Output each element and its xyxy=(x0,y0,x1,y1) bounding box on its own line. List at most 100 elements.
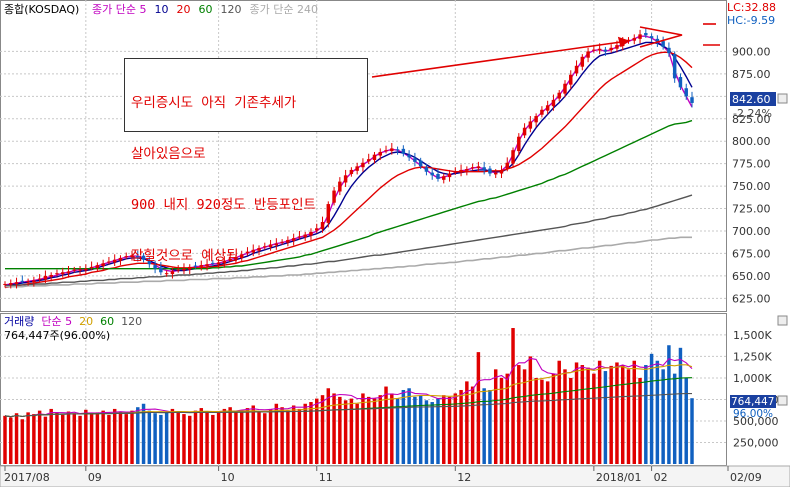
candle-body xyxy=(222,260,227,264)
volume-bar xyxy=(690,398,694,464)
candle-body xyxy=(89,266,94,268)
candle-body xyxy=(597,48,602,51)
volume-bar xyxy=(55,412,59,464)
candle-body xyxy=(182,268,186,271)
price-tick-label: 725.00 xyxy=(732,203,771,216)
candle-body xyxy=(436,173,440,179)
candle-body xyxy=(488,168,492,174)
volume-bar xyxy=(147,410,152,464)
candle-body xyxy=(338,181,342,192)
candle-body xyxy=(216,262,221,265)
legend-entry: 120 xyxy=(220,3,241,16)
volume-bar xyxy=(661,369,665,464)
price-axis-labels: 625.00 650.00 675.00 700.00 725.00 750.00 775.… xyxy=(732,45,771,305)
candle-body xyxy=(667,47,671,54)
volume-bar xyxy=(424,400,429,464)
volume-bar xyxy=(32,414,36,464)
volume-bar xyxy=(655,360,660,464)
price-tick-label: 700.00 xyxy=(732,225,771,238)
volume-bar xyxy=(193,410,198,464)
candle-body xyxy=(361,162,365,168)
candle-body xyxy=(453,171,458,173)
candle-body xyxy=(413,158,417,162)
candle-body xyxy=(66,271,71,274)
candle-body xyxy=(49,274,53,277)
volume-bar xyxy=(234,412,238,464)
change-pct: -2.24% xyxy=(733,107,772,120)
candle-body xyxy=(684,88,688,97)
volume-bar xyxy=(326,388,331,464)
volume-bar xyxy=(268,408,273,464)
volume-bar xyxy=(499,377,504,464)
candle-body xyxy=(14,282,19,284)
candle-body xyxy=(332,190,336,203)
candle-body xyxy=(60,272,65,275)
candle-body xyxy=(136,256,140,258)
volume-panel-menu-2[interactable] xyxy=(777,395,788,406)
candle-body xyxy=(268,244,273,248)
ma-line xyxy=(5,119,693,270)
candle-body xyxy=(511,150,515,164)
volume-bar xyxy=(540,379,544,464)
price-panel-menu[interactable] xyxy=(777,93,788,104)
volume-bar xyxy=(315,398,319,464)
volume-tick-label: 250,000 xyxy=(733,436,779,449)
legend-entry: 단순 5 xyxy=(41,315,72,328)
lc-label: LC:32.88 xyxy=(727,1,776,14)
candle-body xyxy=(228,258,232,260)
volume-bar xyxy=(395,398,400,464)
legend-entry: 10 xyxy=(154,3,168,16)
candle-body xyxy=(26,281,30,283)
annotation-line: 900 내지 920정도 반등포인트 xyxy=(131,197,316,213)
volume-bar xyxy=(505,373,509,464)
price-tick-label: 625.00 xyxy=(732,292,771,305)
volume-ma-line xyxy=(4,393,692,418)
candle-body xyxy=(430,172,434,176)
current-volume-pct: 96.00% xyxy=(733,408,773,420)
candle-body xyxy=(291,238,296,241)
candle-body xyxy=(37,278,42,280)
candle-body xyxy=(442,176,446,180)
volume-bar xyxy=(297,408,302,464)
candle-body xyxy=(615,45,619,49)
volume-bar xyxy=(453,393,458,464)
candle-body xyxy=(170,271,175,275)
candle-body xyxy=(534,116,538,123)
volume-bar xyxy=(632,360,637,464)
volume-bar xyxy=(9,417,13,464)
candle-body xyxy=(297,236,302,238)
volume-bar xyxy=(20,419,25,464)
candle-body xyxy=(159,267,163,273)
volume-bar xyxy=(274,403,279,464)
candle-body xyxy=(9,283,13,285)
candle-body xyxy=(107,261,111,263)
volume-bar xyxy=(609,365,613,464)
candle-body xyxy=(309,231,313,236)
x-tick-label: 10 xyxy=(221,471,235,484)
candle-body xyxy=(124,256,128,258)
candle-body xyxy=(459,169,463,173)
volume-bar xyxy=(107,414,111,464)
x-tick-label: 09 xyxy=(88,471,102,484)
volume-panel-menu[interactable] xyxy=(777,315,788,326)
candle-body xyxy=(263,246,267,248)
candle-body xyxy=(401,148,406,154)
volume-bar xyxy=(401,389,406,464)
candle-body xyxy=(78,269,82,271)
candle-body xyxy=(574,65,579,74)
volume-bar xyxy=(338,396,342,464)
candle-body xyxy=(72,269,77,271)
volume-bar xyxy=(465,381,469,464)
volume-bar xyxy=(557,360,561,464)
volume-bar xyxy=(545,381,550,464)
volume-bar xyxy=(72,413,77,464)
candle-body xyxy=(649,36,654,38)
volume-bars xyxy=(3,328,694,464)
candle-body xyxy=(505,162,509,169)
price-tick-label: 675.00 xyxy=(732,247,771,260)
x-tick-label: 2018/01 xyxy=(596,471,642,484)
volume-bar xyxy=(95,412,100,464)
legend-entry: 60 xyxy=(198,3,212,16)
volume-bar xyxy=(60,414,65,464)
